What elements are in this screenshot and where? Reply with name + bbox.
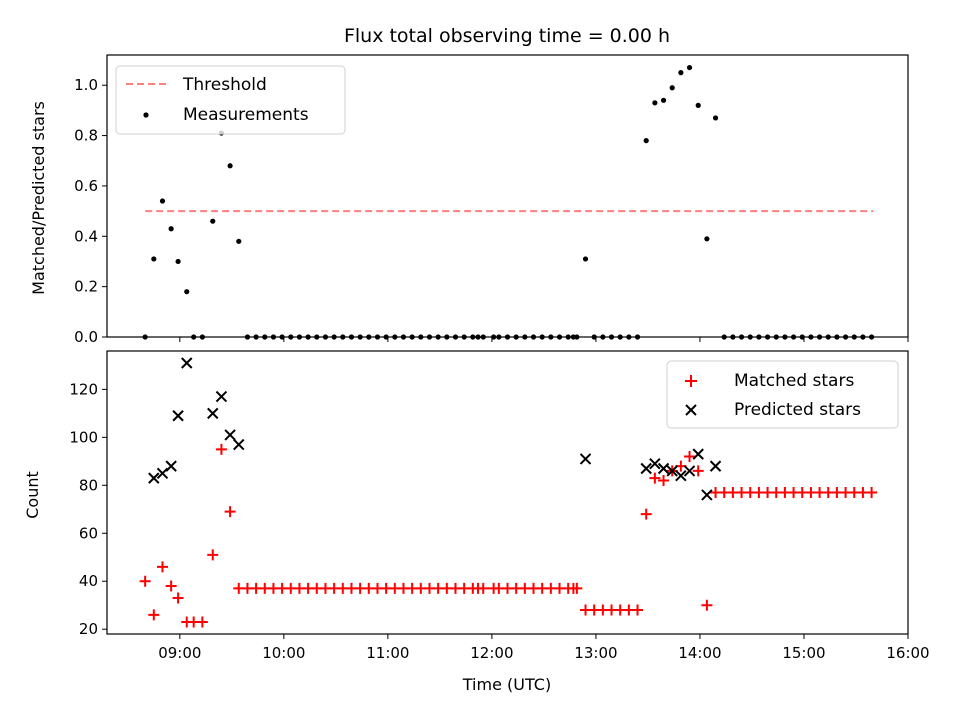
- x-tick-label: 13:00: [574, 644, 617, 662]
- measurement-point: [168, 226, 174, 232]
- matched-legend-label: Matched stars: [734, 371, 854, 391]
- measurement-point: [686, 64, 693, 71]
- measurement-point: [159, 198, 166, 204]
- top-y-tick-label: 0.0: [74, 328, 98, 346]
- threshold-legend-label: Threshold: [182, 75, 267, 95]
- x-tick-label: 16:00: [886, 644, 929, 662]
- matched-star-point: [215, 443, 227, 455]
- matched-star-point: [692, 465, 704, 477]
- measurements-legend-label: Measurements: [183, 105, 309, 125]
- bottom-legend: Matched stars Predicted stars: [666, 360, 899, 429]
- predicted-star-point: [692, 448, 704, 460]
- matched-legend-swatch: [685, 375, 697, 387]
- x-tick-label: 10:00: [262, 644, 305, 662]
- measurement-point: [210, 218, 216, 224]
- matched-star-point: [172, 592, 184, 604]
- predicted-star-point: [156, 467, 169, 480]
- x-tick-label: 09:00: [158, 644, 201, 662]
- matched-star-point: [632, 604, 644, 616]
- top-legend-box: [115, 65, 346, 135]
- measurement-point: [227, 163, 233, 169]
- predicted-star-point: [215, 390, 228, 403]
- predicted-legend-swatch: [685, 404, 697, 416]
- predicted-star-point: [701, 489, 713, 501]
- matched-star-point: [156, 561, 168, 573]
- predicted-star-point: [207, 407, 219, 420]
- matched-star-point: [224, 506, 236, 518]
- predicted-star-point: [233, 438, 245, 451]
- measurement-point: [643, 138, 649, 144]
- matched-star-point: [139, 575, 151, 587]
- predicted-star-point: [657, 462, 670, 475]
- top-y-tick-label: 1.0: [74, 76, 98, 94]
- matched-star-point: [701, 599, 713, 611]
- predicted-legend-label: Predicted stars: [734, 400, 861, 420]
- bottom-y-tick-label: 80: [79, 476, 98, 494]
- top-y-axis-label: Matched/Predicted stars: [29, 101, 48, 295]
- predicted-star-point: [224, 429, 236, 441]
- measurement-point: [712, 115, 719, 121]
- predicted-star-point: [649, 458, 661, 470]
- top-y-tick-label: 0.2: [74, 278, 98, 296]
- x-tick-label: 11:00: [366, 644, 409, 662]
- bottom-legend-box: [666, 360, 899, 429]
- matched-star-point: [866, 487, 878, 498]
- predicted-star-point: [709, 460, 722, 472]
- predicted-star-point: [683, 465, 696, 477]
- top-y-tick-label: 0.4: [74, 227, 98, 245]
- measurement-point: [695, 102, 701, 108]
- bottom-y-tick-label: 120: [69, 380, 98, 398]
- measurement-point: [669, 85, 675, 91]
- matched-star-point: [477, 582, 489, 594]
- matched-star-point: [640, 508, 652, 520]
- matched-star-point: [649, 472, 661, 484]
- measurements-legend-swatch: [143, 112, 149, 118]
- matched-star-point: [207, 549, 219, 561]
- measurement-point: [660, 97, 667, 103]
- bottom-y-tick-label: 60: [79, 524, 98, 542]
- predicted-star-point: [181, 357, 193, 369]
- matched-star-point: [165, 580, 177, 592]
- count-panel: Count Time (UTC) 20 40 60 80 100 120 09:00 10:0…: [23, 350, 930, 694]
- ratio-panel: Flux total observing time = 0.00 h Match…: [29, 25, 909, 346]
- measurement-point: [236, 238, 242, 244]
- predicted-star-point: [666, 465, 678, 477]
- top-y-tick-label: 0.6: [74, 177, 98, 195]
- x-axis-label: Time (UTC): [462, 675, 551, 694]
- predicted-star-point: [675, 470, 687, 482]
- measurement-point: [704, 236, 710, 242]
- predicted-star-point: [172, 410, 184, 422]
- bottom-y-tick-label: 100: [69, 428, 98, 446]
- top-axes-frame: [106, 54, 909, 338]
- bottom-axes-frame: [106, 350, 909, 635]
- measurement-point: [652, 100, 658, 106]
- matched-star-point: [571, 582, 583, 594]
- bottom-y-tick-label: 20: [79, 620, 98, 638]
- bottom-axis-ticks: 20 40 60 80 100 120 09:00 10:00 11:00 12:00 13:00 1…: [69, 380, 929, 662]
- bottom-y-axis-label: Count: [23, 471, 42, 519]
- bottom-y-tick-label: 40: [79, 572, 98, 590]
- predicted-star-point: [165, 460, 177, 472]
- matched-star-point: [684, 451, 696, 463]
- matched-star-point: [658, 475, 670, 487]
- measurement-point: [151, 256, 157, 262]
- measurement-point: [678, 70, 684, 76]
- chart-title: Flux total observing time = 0.00 h: [344, 25, 670, 47]
- measurement-point: [184, 289, 190, 295]
- top-axis-ticks: 0.0 0.2 0.4 0.6 0.8 1.0: [74, 76, 909, 346]
- top-y-tick-label: 0.8: [74, 127, 98, 145]
- predicted-star-point: [640, 462, 652, 475]
- measurement-point: [582, 256, 589, 262]
- measurement-point: [175, 258, 181, 265]
- matched-star-point: [196, 616, 208, 628]
- predicted-star-point: [148, 472, 160, 484]
- predicted-star-point: [579, 453, 592, 465]
- x-tick-label: 12:00: [470, 644, 513, 662]
- matched-star-point: [148, 609, 160, 621]
- x-tick-label: 14:00: [678, 644, 721, 662]
- x-tick-label: 15:00: [782, 644, 825, 662]
- bottom-plot-area: [139, 357, 878, 628]
- top-legend: Threshold Measurements: [115, 65, 346, 135]
